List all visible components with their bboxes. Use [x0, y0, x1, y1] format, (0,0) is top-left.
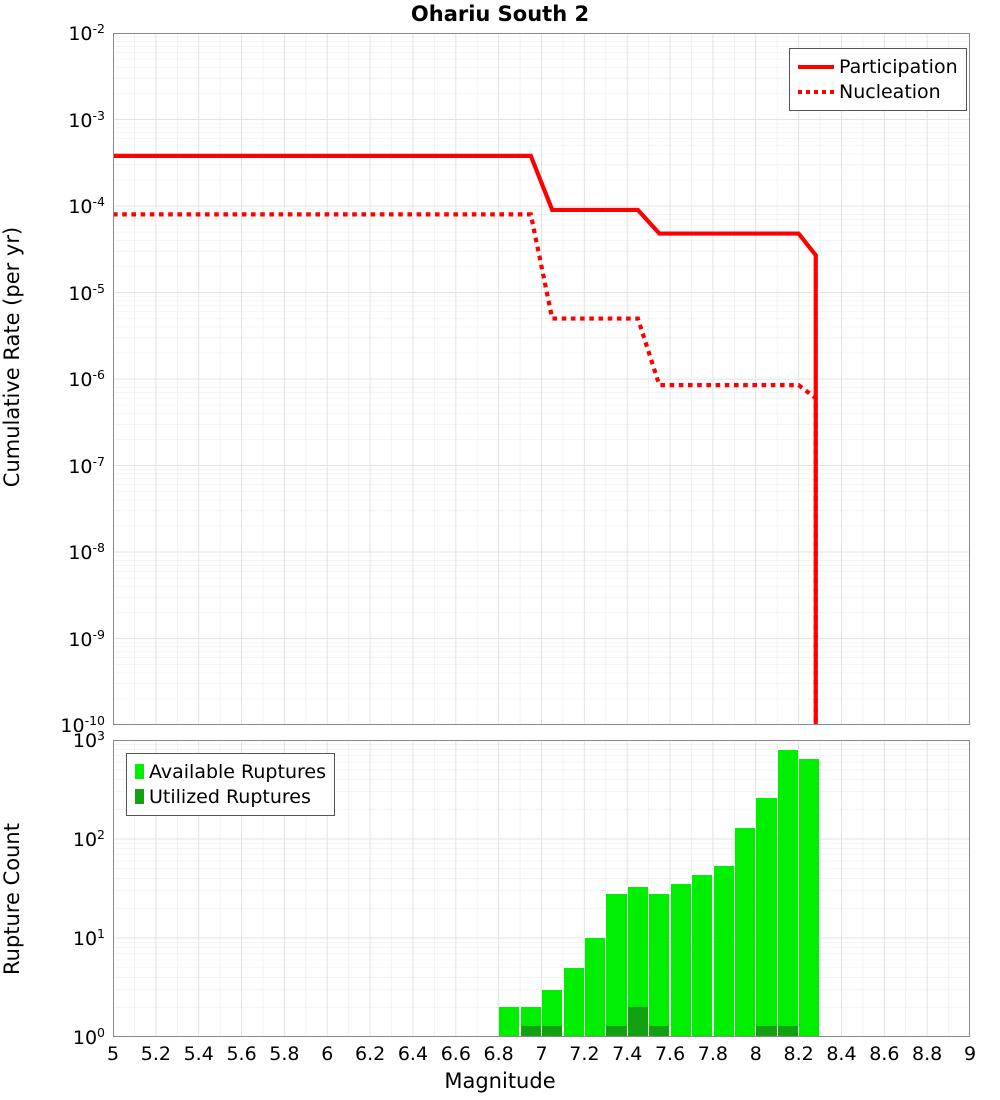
- figure-title: Ohariu South 2: [410, 2, 590, 26]
- bar-available: [734, 827, 756, 1037]
- solid-line-icon: [798, 58, 834, 76]
- x-axis-label: Magnitude: [444, 1069, 556, 1093]
- bar-available: [627, 886, 649, 1037]
- bar-available: [606, 893, 627, 1037]
- bottom-legend[interactable]: Available Ruptures Utilized Ruptures: [126, 753, 335, 816]
- bar-available: [756, 797, 777, 1037]
- top-y-tick--8: 10-8: [68, 539, 105, 565]
- bar-available: [692, 875, 713, 1037]
- legend-label-participation: Participation: [839, 55, 958, 78]
- bar-available: [542, 989, 563, 1037]
- bar-utilized: [520, 1026, 541, 1037]
- bar-available: [499, 1007, 520, 1037]
- rate-curves: [113, 153, 818, 725]
- x-tick-5: 5: [106, 1043, 120, 1065]
- bar-utilized: [649, 1026, 670, 1037]
- bar-available: [777, 749, 798, 1037]
- bar-available: [649, 893, 670, 1037]
- bar-available: [584, 938, 606, 1037]
- top-y-tick--6: 10-6: [68, 366, 105, 392]
- x-tick-6: 6: [321, 1043, 334, 1065]
- bar-available: [670, 884, 691, 1037]
- top-y-tick--5: 10-5: [68, 280, 105, 305]
- x-tick-8.4: 8.4: [826, 1043, 857, 1065]
- x-tick-8: 8: [749, 1043, 762, 1065]
- top-grid: [113, 33, 970, 725]
- x-tick-7.8: 7.8: [697, 1043, 728, 1065]
- top-y-tick--9: 10-9: [68, 626, 105, 651]
- x-tick-5.4: 5.4: [183, 1043, 214, 1065]
- bottom-y-axis-label: Rupture Count: [0, 823, 24, 975]
- legend-item-participation[interactable]: Participation: [798, 54, 958, 79]
- x-tick-7.4: 7.4: [612, 1043, 643, 1065]
- bottom-y-tick-0: 100: [72, 1024, 105, 1050]
- top-y-tick--3: 10-3: [68, 107, 105, 132]
- bar-utilized: [542, 1026, 563, 1037]
- cumulative-rate-plot: [113, 33, 970, 725]
- x-tick-7: 7: [535, 1043, 548, 1065]
- bar-available: [563, 967, 584, 1037]
- dark-green-square-icon: [135, 789, 144, 804]
- bar-utilized: [627, 1007, 649, 1037]
- bar-available: [713, 866, 734, 1037]
- top-y-tick--10: 10-10: [60, 712, 105, 738]
- legend-item-utilized-ruptures[interactable]: Utilized Ruptures: [135, 784, 326, 809]
- top-y-tick--7: 10-7: [68, 453, 105, 478]
- dotted-line-icon: [798, 83, 834, 101]
- x-tick-7.2: 7.2: [569, 1043, 600, 1065]
- x-tick-5.6: 5.6: [226, 1043, 257, 1065]
- x-tick-5.8: 5.8: [269, 1043, 300, 1065]
- bar-utilized: [777, 1026, 798, 1037]
- top-legend[interactable]: Participation Nucleation: [789, 48, 967, 111]
- legend-label-utilized-ruptures: Utilized Ruptures: [149, 785, 311, 808]
- bar-available: [799, 759, 820, 1037]
- curve-participation: [113, 153, 818, 725]
- legend-label-available-ruptures: Available Ruptures: [149, 760, 326, 783]
- x-tick-6.6: 6.6: [440, 1043, 471, 1065]
- x-tick-6.4: 6.4: [397, 1043, 429, 1065]
- x-tick-8.8: 8.8: [912, 1043, 943, 1065]
- top-y-tick--4: 10-4: [68, 193, 105, 219]
- bottom-y-tick-2: 102: [72, 826, 105, 852]
- x-tick-6.2: 6.2: [354, 1043, 386, 1065]
- x-tick-5.2: 5.2: [140, 1043, 171, 1065]
- rupture-bars: [113, 740, 970, 1037]
- green-square-icon: [135, 764, 144, 779]
- curve-nucleation: [113, 212, 818, 725]
- x-tick-6.8: 6.8: [483, 1043, 514, 1065]
- top-y-tick--2: 10-2: [68, 20, 105, 46]
- bottom-y-tick-3: 103: [72, 727, 105, 753]
- rupture-count-plot: [113, 740, 970, 1037]
- x-tick-9: 9: [963, 1043, 977, 1065]
- legend-item-nucleation[interactable]: Nucleation: [798, 79, 958, 104]
- legend-item-available-ruptures[interactable]: Available Ruptures: [135, 759, 326, 784]
- legend-label-nucleation: Nucleation: [839, 80, 941, 103]
- x-tick-7.6: 7.6: [654, 1043, 686, 1065]
- bar-utilized: [756, 1026, 777, 1037]
- bottom-y-tick-1: 101: [72, 925, 105, 951]
- top-y-axis-label: Cumulative Rate (per yr): [0, 226, 24, 488]
- bar-utilized: [606, 1026, 627, 1037]
- x-tick-8.6: 8.6: [869, 1043, 900, 1065]
- x-tick-8.2: 8.2: [783, 1043, 814, 1065]
